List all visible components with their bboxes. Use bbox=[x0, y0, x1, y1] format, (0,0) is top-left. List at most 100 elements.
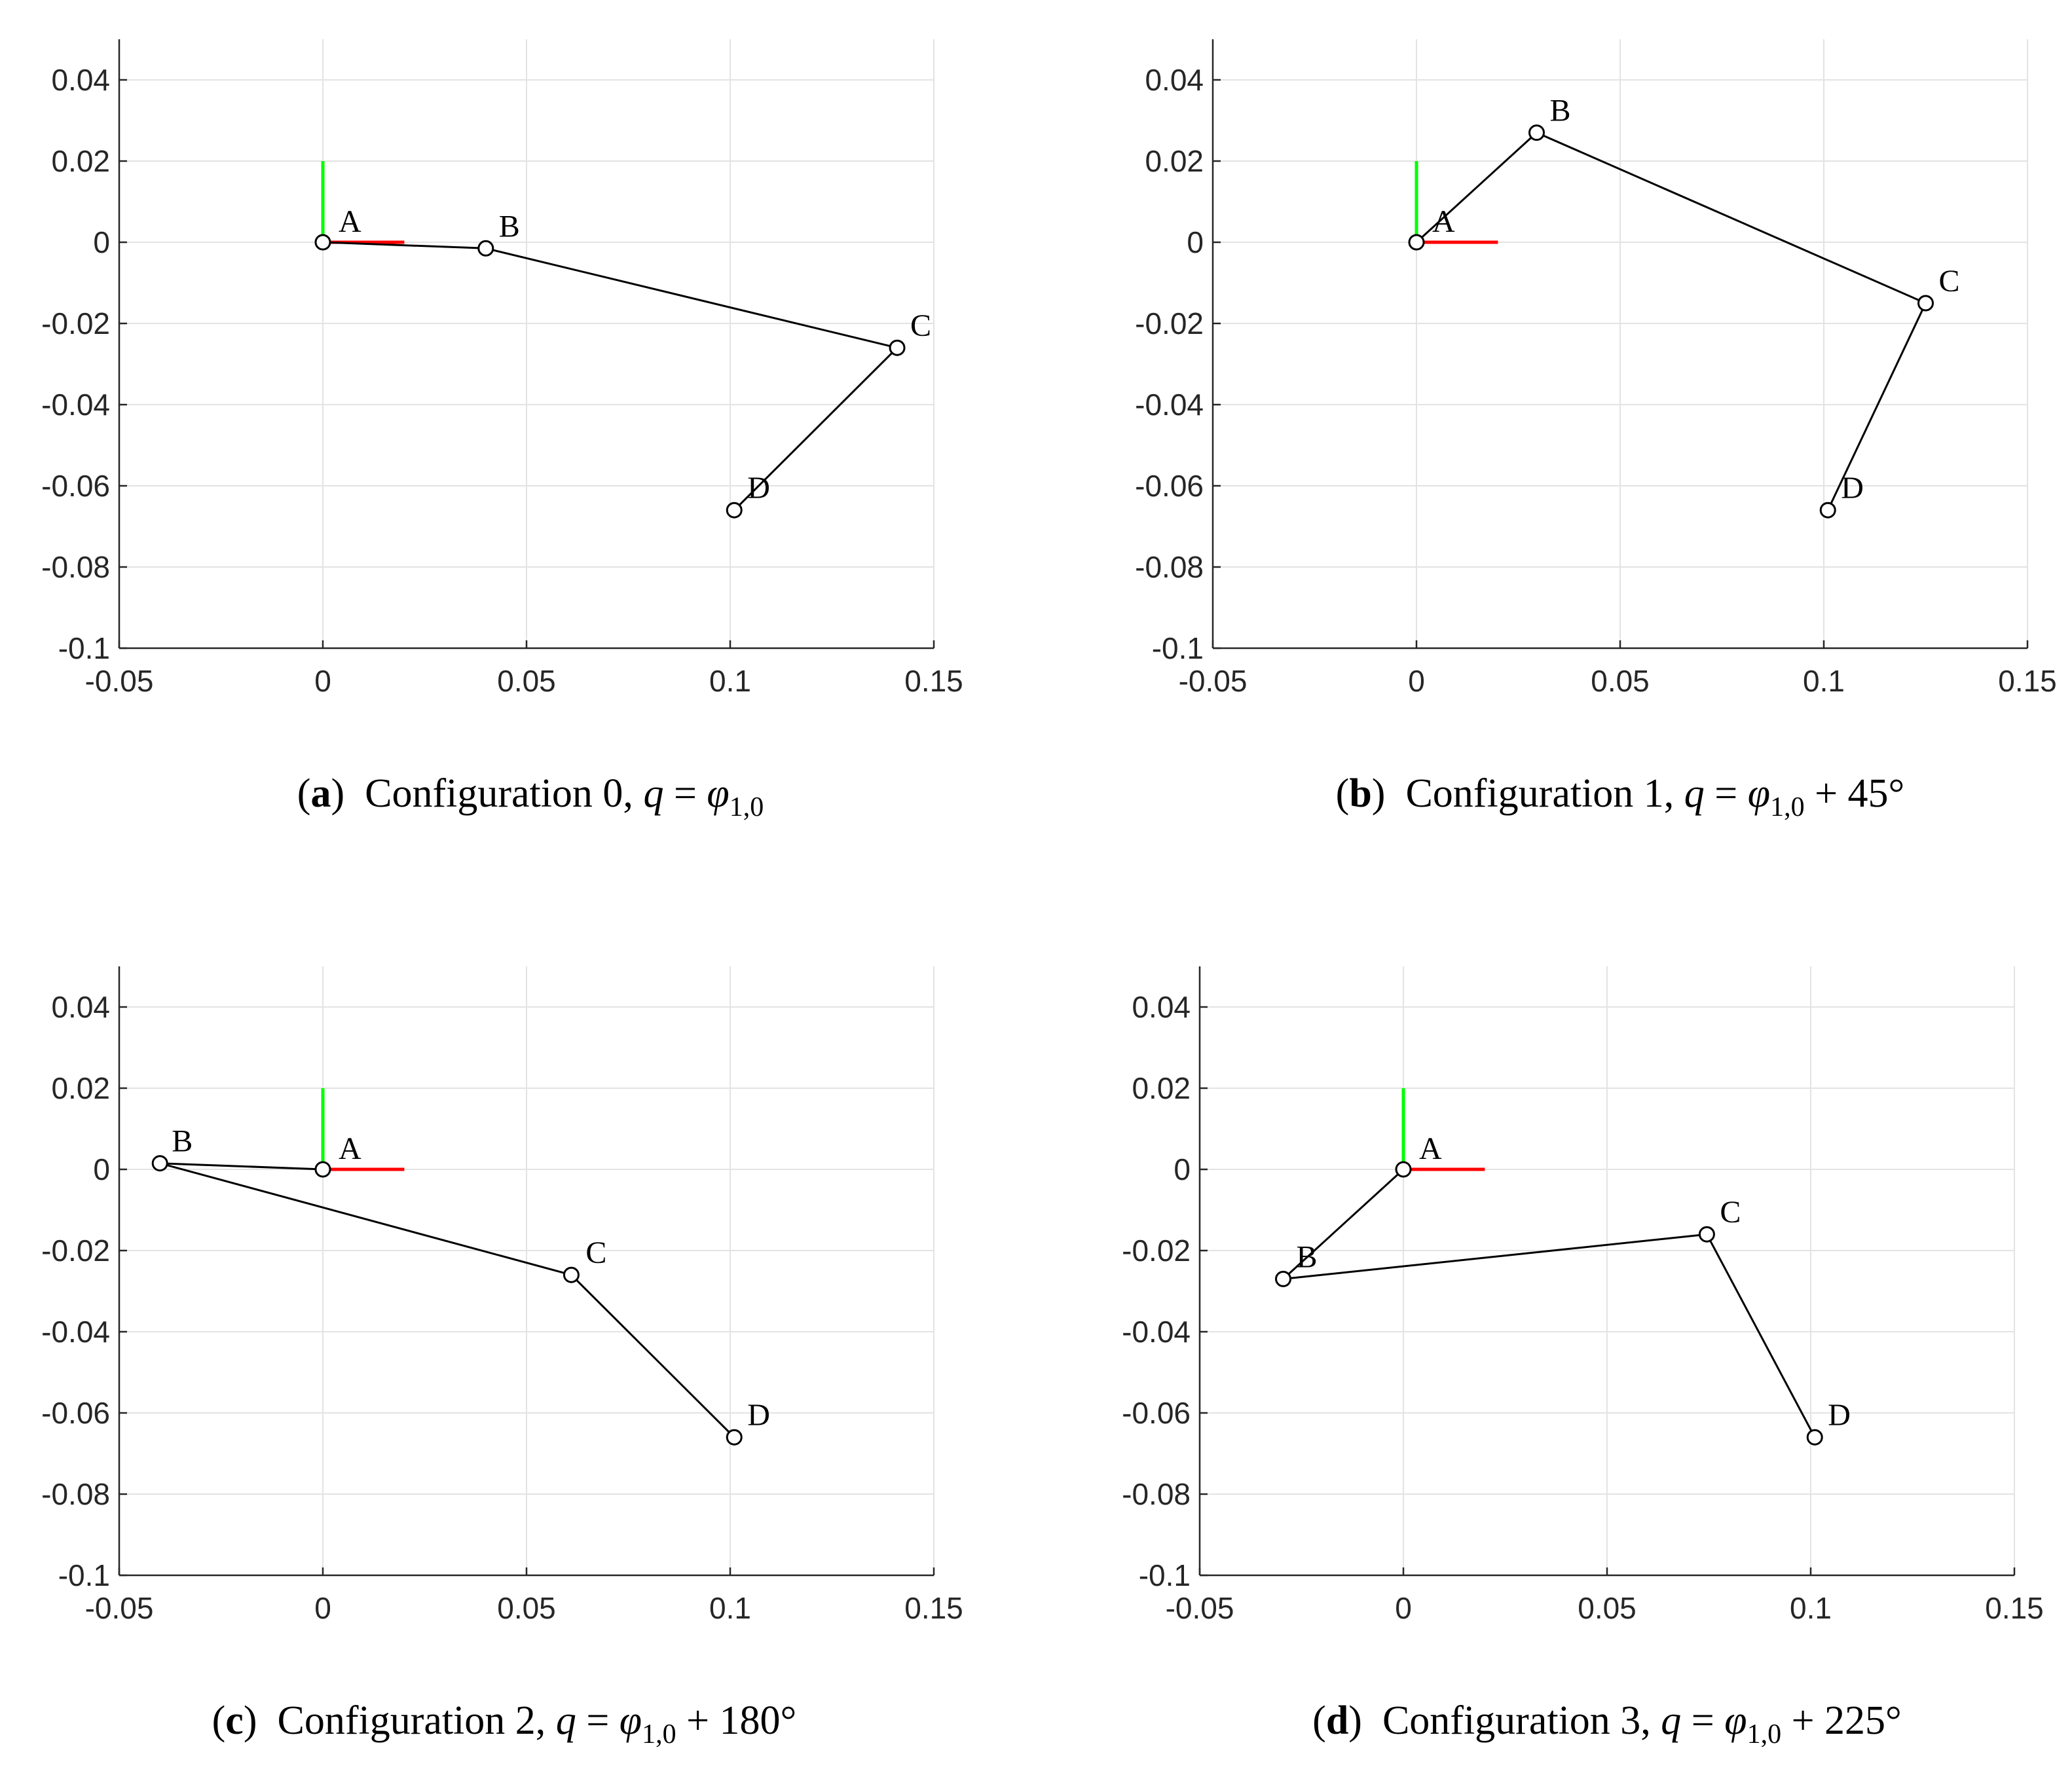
x-tick-label: 0.05 bbox=[1591, 664, 1650, 698]
subplot-d: -0.05 0 0.05 0.1 0.15 0.04 0.02 0 -0.02 -0.04 -0.0… bbox=[1122, 966, 2044, 1749]
caption-suffix: + 225° bbox=[1781, 1698, 1902, 1743]
link-AB bbox=[322, 241, 486, 249]
joint-D bbox=[1806, 1429, 1823, 1446]
grid bbox=[1199, 966, 2015, 1576]
x-tick-label: -0.05 bbox=[1179, 664, 1248, 698]
joint-C bbox=[1917, 295, 1934, 312]
link-AB bbox=[1282, 1168, 1405, 1280]
point-label-D: D bbox=[747, 471, 770, 505]
caption: (b) Configuration 1, q = φ1,0 + 45° bbox=[1336, 771, 1905, 822]
joint-D bbox=[726, 1429, 743, 1446]
subplot-a: -0.05 0 0.05 0.1 0.15 0.04 0.02 0 -0.02 -0.04 -0.0… bbox=[41, 39, 963, 822]
x-tick-label: -0.05 bbox=[85, 664, 154, 698]
x-tick-label: 0.1 bbox=[709, 1591, 751, 1625]
joint-A bbox=[1408, 234, 1425, 251]
y-tick-label: -0.06 bbox=[41, 1396, 110, 1430]
joint-B bbox=[477, 240, 494, 257]
x-tick-label: 0.05 bbox=[497, 1591, 556, 1625]
y-tick-label: -0.1 bbox=[58, 1558, 110, 1592]
link-CD bbox=[1706, 1234, 1816, 1438]
x-tick-label: 0.1 bbox=[1790, 1591, 1832, 1625]
y-tick-label: 0.04 bbox=[51, 990, 110, 1024]
caption-subscript: 1,0 bbox=[1770, 792, 1805, 822]
y-tick-label: 0.02 bbox=[51, 144, 110, 178]
y-tick-label: -0.02 bbox=[1135, 306, 1204, 340]
y-tick-label: -0.08 bbox=[1122, 1477, 1191, 1511]
caption-subscript: 1,0 bbox=[1747, 1719, 1782, 1749]
joint-D bbox=[726, 502, 743, 519]
x-tick-label: 0.1 bbox=[709, 664, 751, 698]
x-tick-label: -0.05 bbox=[85, 1591, 154, 1625]
link-CD bbox=[733, 347, 898, 511]
point-label-C: C bbox=[585, 1235, 606, 1270]
caption-label: c bbox=[225, 1698, 244, 1743]
link-AB bbox=[160, 1162, 324, 1171]
joint-D bbox=[1819, 502, 1836, 519]
y-tick-label: -0.04 bbox=[41, 1315, 110, 1349]
y-tick-label: 0 bbox=[93, 1152, 110, 1186]
x-tick-label: -0.05 bbox=[1166, 1591, 1234, 1625]
x-tick-label: 0.15 bbox=[1985, 1591, 2044, 1625]
link-AB bbox=[1415, 132, 1538, 244]
y-tick-label: -0.1 bbox=[1139, 1558, 1191, 1592]
y-tick-label: 0.02 bbox=[1145, 144, 1204, 178]
caption-label: d bbox=[1326, 1698, 1348, 1743]
joint-A bbox=[1395, 1161, 1412, 1178]
caption: (d) Configuration 3, q = φ1,0 + 225° bbox=[1312, 1698, 1902, 1749]
caption: (c) Configuration 2, q = φ1,0 + 180° bbox=[212, 1698, 797, 1749]
point-label-A: A bbox=[339, 204, 361, 239]
y-tick-label: 0 bbox=[1187, 225, 1204, 259]
point-label-C: C bbox=[1939, 264, 1960, 299]
joint-A bbox=[314, 1161, 331, 1178]
y-tick-label: 0.04 bbox=[1145, 63, 1204, 97]
link-CD bbox=[570, 1274, 735, 1438]
joint-C bbox=[563, 1266, 580, 1283]
x-tick-label: 0 bbox=[314, 664, 331, 698]
y-tick-label: 0 bbox=[93, 225, 110, 259]
caption-suffix: + 45° bbox=[1805, 771, 1905, 816]
y-tick-label: -0.06 bbox=[41, 469, 110, 503]
grid bbox=[119, 966, 934, 1576]
y-tick-label: -0.02 bbox=[41, 1234, 110, 1268]
joint-C bbox=[889, 339, 906, 356]
caption-label: b bbox=[1349, 771, 1371, 816]
y-tick-label: -0.02 bbox=[41, 306, 110, 340]
subplot-c: -0.05 0 0.05 0.1 0.15 0.04 0.02 0 -0.02 -0.04 -0.0… bbox=[41, 966, 963, 1749]
x-tick-label: 0.15 bbox=[904, 664, 963, 698]
link-BC bbox=[1536, 132, 1927, 304]
joint-B bbox=[1528, 124, 1545, 141]
point-label-A: A bbox=[339, 1131, 361, 1166]
caption-subscript: 1,0 bbox=[642, 1719, 676, 1749]
link-BC bbox=[159, 1162, 572, 1276]
caption-label: a bbox=[310, 771, 331, 816]
y-tick-label: -0.1 bbox=[58, 631, 110, 665]
caption: (a) Configuration 0, q = φ1,0 bbox=[297, 771, 764, 822]
point-label-D: D bbox=[1828, 1398, 1851, 1433]
link-BC bbox=[1283, 1233, 1707, 1280]
y-tick-label: -0.02 bbox=[1122, 1234, 1191, 1268]
point-label-B: B bbox=[1549, 94, 1570, 128]
y-tick-label: -0.08 bbox=[41, 550, 110, 584]
subplot-b: -0.05 0 0.05 0.1 0.15 0.04 0.02 0 -0.02 -0.04 -0.0… bbox=[1135, 39, 2057, 822]
x-tick-label: 0 bbox=[314, 1591, 331, 1625]
link-BC bbox=[485, 247, 898, 349]
caption-subscript: 1,0 bbox=[730, 792, 764, 822]
grid bbox=[119, 39, 934, 649]
x-tick-label: 0 bbox=[1395, 1591, 1412, 1625]
point-label-A: A bbox=[1419, 1131, 1442, 1166]
x-tick-label: 0.15 bbox=[904, 1591, 963, 1625]
point-label-C: C bbox=[910, 308, 931, 343]
point-label-B: B bbox=[1297, 1239, 1318, 1274]
y-tick-label: -0.06 bbox=[1135, 469, 1204, 503]
x-tick-label: 0.05 bbox=[1578, 1591, 1637, 1625]
y-tick-label: 0 bbox=[1174, 1152, 1191, 1186]
point-label-B: B bbox=[172, 1124, 193, 1159]
point-label-C: C bbox=[1720, 1195, 1741, 1230]
joint-B bbox=[1275, 1270, 1292, 1287]
caption-suffix: + 180° bbox=[676, 1698, 797, 1743]
y-tick-label: -0.1 bbox=[1152, 631, 1204, 665]
link-CD bbox=[1826, 302, 1927, 511]
point-label-A: A bbox=[1432, 204, 1455, 239]
point-label-D: D bbox=[747, 1398, 770, 1433]
